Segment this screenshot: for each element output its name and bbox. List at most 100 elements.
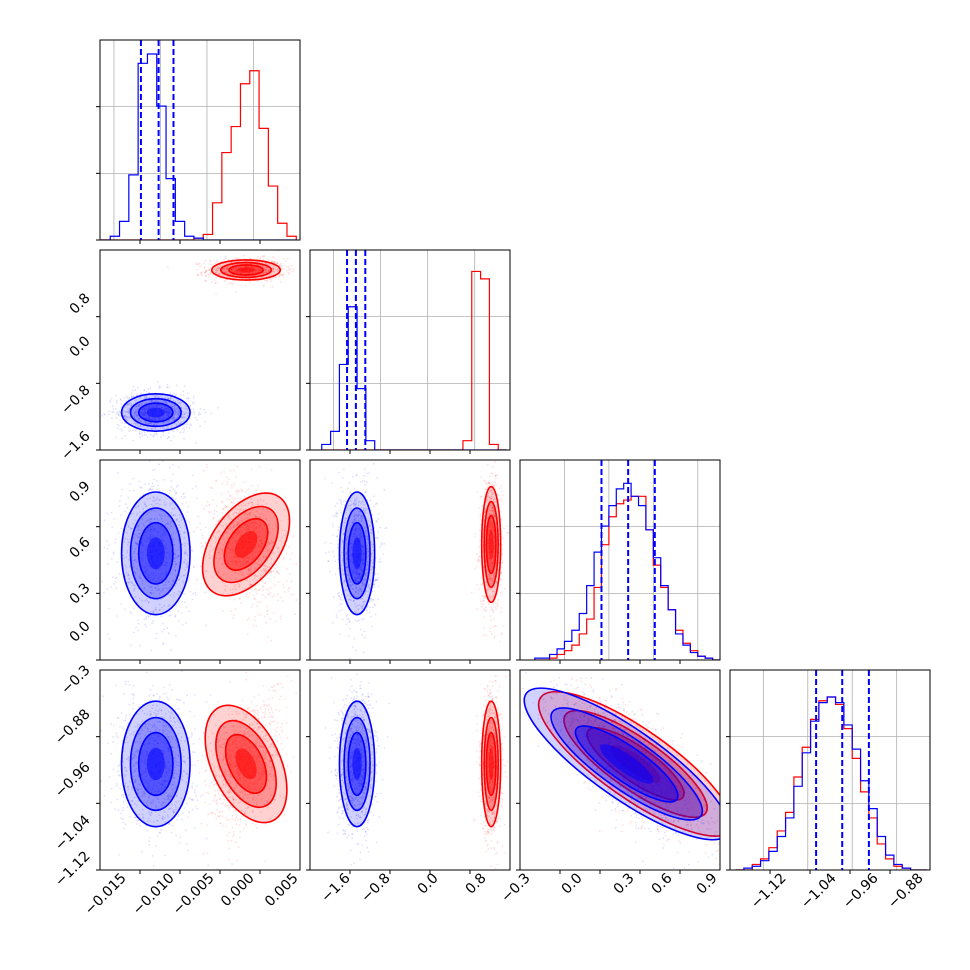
scatter-1-0-point-blue [188,427,191,429]
scatter-2-1-point-red [490,608,493,611]
scatter-2-0-point-red [295,599,298,602]
scatter-2-0-point-red [224,531,227,534]
scatter-1-0-point-blue [141,413,143,416]
scatter-2-0-point-red [252,550,255,553]
scatter-2-0-point-blue [162,530,165,532]
scatter-1-0-point-blue [199,407,202,410]
scatter-1-0-point-red [205,270,207,273]
scatter-2-0-point-red [234,532,237,535]
scatter-1-0-point-red [204,275,207,277]
scatter-2-1-point-blue [346,536,349,538]
scatter-2-0-point-blue [183,561,186,564]
scatter-2-0-point-red [234,531,237,534]
scatter-2-1-point-red [492,513,495,516]
scatter-2-0-point-blue [140,544,143,547]
scatter-2-1-point-blue [366,544,369,547]
scatter-1-0-point-red [199,265,202,268]
scatter-2-0-point-red [252,524,255,527]
scatter-1-0-point-red [264,259,267,262]
scatter-2-0-point-blue [183,536,186,539]
scatter-2-0-point-blue [145,617,148,620]
scatter-2-1-point-blue [375,578,377,581]
scatter-2-0-point-red [259,531,262,533]
scatter-2-0-point-blue [156,530,159,533]
scatter-1-0-point-blue [154,418,156,421]
scatter-2-0-point-blue [153,500,156,502]
scatter-2-0-point-blue [181,516,183,519]
scatter-1-0-point-blue [174,411,177,414]
scatter-2-0-point-blue [172,594,175,596]
scatter-1-0-point-red [270,260,273,263]
scatter-2-1-point-red [488,559,491,561]
scatter-1-0-point-red [255,266,258,269]
scatter-1-0-point-blue [148,418,151,420]
scatter-1-0-point-red [242,254,245,257]
hist-1-series-blue [321,306,508,450]
scatter-1-0-point-blue [133,428,136,431]
scatter-2-0-point-blue [150,585,152,588]
scatter-1-0-point-blue [136,422,139,425]
scatter-1-0-point-red [246,272,248,275]
scatter-2-0-point-blue [133,631,135,634]
scatter-1-0-point-blue [173,408,176,411]
scatter-2-0-point-red [237,558,240,561]
scatter-2-0-point-red [226,530,228,533]
scatter-1-0-point-blue [159,386,162,388]
scatter-2-0-point-blue [143,567,146,570]
scatter-2-1-point-red [491,579,494,582]
scatter-2-0-point-blue [142,580,144,582]
scatter-2-0-point-red [218,530,221,533]
scatter-1-0-point-red [272,277,275,279]
scatter-2-0-point-red [289,573,292,575]
scatter-2-0-point-red [247,522,250,524]
scatter-1-0-point-blue [145,422,148,425]
scatter-1-0-point-red [235,267,237,269]
scatter-1-0-point-red [200,271,202,274]
scatter-2-0-point-blue [139,532,141,535]
scatter-2-0-point-blue [145,616,148,619]
scatter-2-0-point-blue [159,671,161,673]
scatter-1-0-point-blue [182,390,185,393]
scatter-2-1-point-blue [363,578,366,581]
scatter-1-0-point-blue [170,397,172,400]
scatter-1-0-point-blue [163,407,166,410]
scatter-2-0-point-red [250,501,253,504]
scatter-2-0-point-red [258,465,261,468]
scatter-2-0-point-red [258,519,260,522]
scatter-1-0-point-red [210,263,213,266]
scatter-1-0-point-blue [136,393,139,396]
scatter-1-0-point-blue [165,428,168,430]
scatter-1-0-contour-blue-1 [129,397,182,428]
scatter-1-0-point-blue [134,405,137,408]
scatter-1-0-point-blue [128,396,131,399]
scatter-1-0-point-blue [172,430,175,433]
scatter-2-0-point-blue [165,578,168,581]
scatter-2-0-point-red [272,541,275,544]
scatter-2-0-point-red [260,542,263,545]
scatter-2-0-point-blue [136,543,139,546]
scatter-2-1-point-blue [343,525,346,527]
scatter-2-0-point-blue [158,589,160,591]
scatter-2-0-point-blue [162,642,165,645]
scatter-1-0-point-red [235,266,238,269]
scatter-2-0-point-red [231,537,234,539]
scatter-2-0-point-red [227,515,230,517]
scatter-2-1-point-blue [349,580,352,582]
scatter-1-0-point-blue [156,400,159,403]
scatter-2-0-point-red [216,595,219,598]
scatter-2-1-point-blue [348,627,351,630]
scatter-2-0-point-blue [161,578,164,581]
scatter-2-1-point-red [490,495,493,498]
scatter-2-1-point-red [490,564,492,567]
scatter-1-0-point-blue [133,422,135,425]
scatter-2-0-point-red [237,529,240,532]
scatter-2-0-point-red [257,485,259,487]
scatter-2-0-point-blue [147,615,149,617]
scatter-2-0-point-red [226,549,228,551]
scatter-1-0-point-red [273,271,275,273]
scatter-2-1-point-blue [356,589,359,592]
scatter-2-0-point-red [259,524,261,527]
scatter-1-0-point-red [283,272,285,275]
scatter-2-0-point-blue [149,521,152,523]
scatter-1-0-point-red [259,269,262,272]
